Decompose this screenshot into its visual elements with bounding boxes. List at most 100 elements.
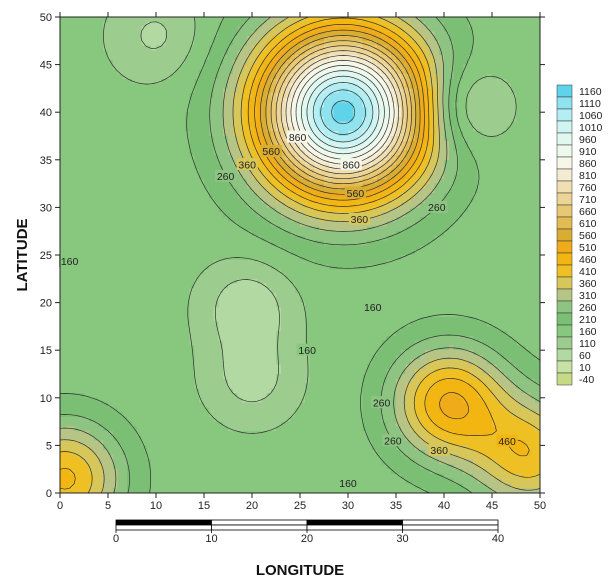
x-tick-label: 45 (486, 500, 498, 512)
contour-label-bg (348, 212, 370, 225)
legend-swatch (556, 84, 573, 98)
legend-label: 610 (579, 218, 597, 230)
legend-label: 260 (579, 302, 597, 314)
scale-bar-label: 40 (492, 533, 504, 545)
contour-label: 460 (498, 436, 516, 448)
legend-swatch (556, 168, 573, 182)
y-tick-label: 20 (40, 298, 52, 310)
y-tick-label: 0 (46, 488, 52, 500)
legend-label: 1060 (579, 110, 603, 122)
contour-label-bg (337, 476, 359, 489)
contour-line (59, 16, 541, 494)
contour-line (312, 82, 374, 143)
contour-line (300, 70, 385, 155)
legend-swatch (556, 96, 573, 110)
contour-label-bg (344, 186, 367, 199)
legend-swatch (556, 216, 573, 230)
contour-label-bg (260, 144, 282, 157)
legend-label: 710 (579, 194, 597, 206)
x-tick-label: 5 (105, 500, 111, 512)
contour-label-bg (428, 443, 450, 456)
contour-line (290, 60, 395, 165)
scale-bar-label: 30 (396, 533, 408, 545)
contour-label-bg (236, 158, 258, 171)
y-axis-title: LATITUDE (14, 218, 31, 291)
contour-lines (59, 16, 541, 494)
x-axis-title: LONGITUDE (256, 562, 344, 576)
legend-label: 10 (579, 362, 591, 374)
legend-label: 660 (579, 206, 597, 218)
contour-label: 160 (339, 478, 357, 490)
legend-label: 110 (579, 338, 596, 350)
legend-label: 1110 (579, 98, 601, 110)
legend-swatch (556, 372, 573, 386)
contour-label: 260 (373, 397, 391, 409)
legend-swatch (556, 180, 573, 194)
scale-bar-label: 0 (113, 533, 119, 545)
contour-label: 260 (428, 202, 446, 214)
legend-swatch (556, 240, 573, 254)
scale-bar: 0 10 20 30 40 (113, 519, 504, 545)
contour-label: 260 (217, 171, 235, 183)
contour-label: 860 (289, 132, 307, 144)
contour-plot-area: 8608605605603603602602601601601601602602… (59, 16, 541, 494)
x-tick-label: 35 (390, 500, 402, 512)
contour-line (270, 40, 412, 185)
legend-label: 560 (579, 230, 597, 242)
scale-bar-segment (402, 519, 499, 526)
x-tick-label: 30 (342, 500, 354, 512)
legend-label: 860 (579, 158, 597, 170)
contour-line (306, 75, 380, 149)
y-tick-label: 25 (40, 250, 52, 262)
contour-label-bg (496, 434, 518, 447)
legend-swatch (556, 108, 573, 122)
contour-label: 360 (351, 214, 369, 226)
scale-bar-label: 10 (205, 533, 217, 545)
contour-label: 860 (342, 159, 360, 171)
contour-label-bg (287, 130, 309, 143)
legend-swatch (556, 300, 573, 314)
legend-label: 460 (579, 254, 597, 266)
legend-swatch (556, 288, 573, 302)
scale-bar-segment (115, 524, 212, 531)
legend-label: 910 (579, 146, 597, 158)
legend-swatch (556, 156, 573, 170)
legend-swatch (556, 132, 573, 146)
legend-label: 160 (579, 326, 597, 338)
contour-line (59, 16, 541, 494)
x-tick-label: 25 (294, 500, 306, 512)
contour-label-bg (371, 396, 393, 409)
contour-line (59, 16, 541, 494)
y-tick-label: 45 (40, 60, 52, 72)
legend-label: 360 (579, 278, 597, 290)
legend-swatch (556, 120, 573, 134)
contour-label-bg (296, 343, 318, 356)
contour-line (260, 29, 421, 195)
contour-line (285, 55, 400, 170)
legend-label: 510 (579, 242, 597, 254)
contour-label: 160 (298, 345, 316, 357)
legend-label: 60 (579, 350, 591, 362)
contour-line (320, 89, 366, 135)
y-tick-label: 35 (40, 155, 52, 167)
legend-swatch (556, 264, 573, 278)
legend-swatch (556, 360, 573, 374)
y-tick-label: 40 (40, 107, 52, 119)
legend-swatch (556, 276, 573, 290)
legend-swatch (556, 252, 573, 266)
legend-label: 310 (579, 290, 597, 302)
legend-swatch (556, 312, 573, 326)
legend-label: 1160 (579, 86, 602, 98)
x-tick-label: 10 (150, 500, 162, 512)
x-tick-label: 20 (246, 500, 258, 512)
contour-fills (60, 17, 541, 494)
contour-label-bg (382, 434, 404, 447)
y-tick-label: 50 (40, 12, 52, 24)
y-tick-label: 5 (46, 440, 52, 452)
contour-line (331, 100, 356, 125)
legend-swatch (556, 348, 573, 362)
legend-label: 760 (579, 182, 597, 194)
legend-swatch (556, 324, 573, 338)
legend-swatch (556, 204, 573, 218)
legend-swatch (556, 144, 573, 158)
